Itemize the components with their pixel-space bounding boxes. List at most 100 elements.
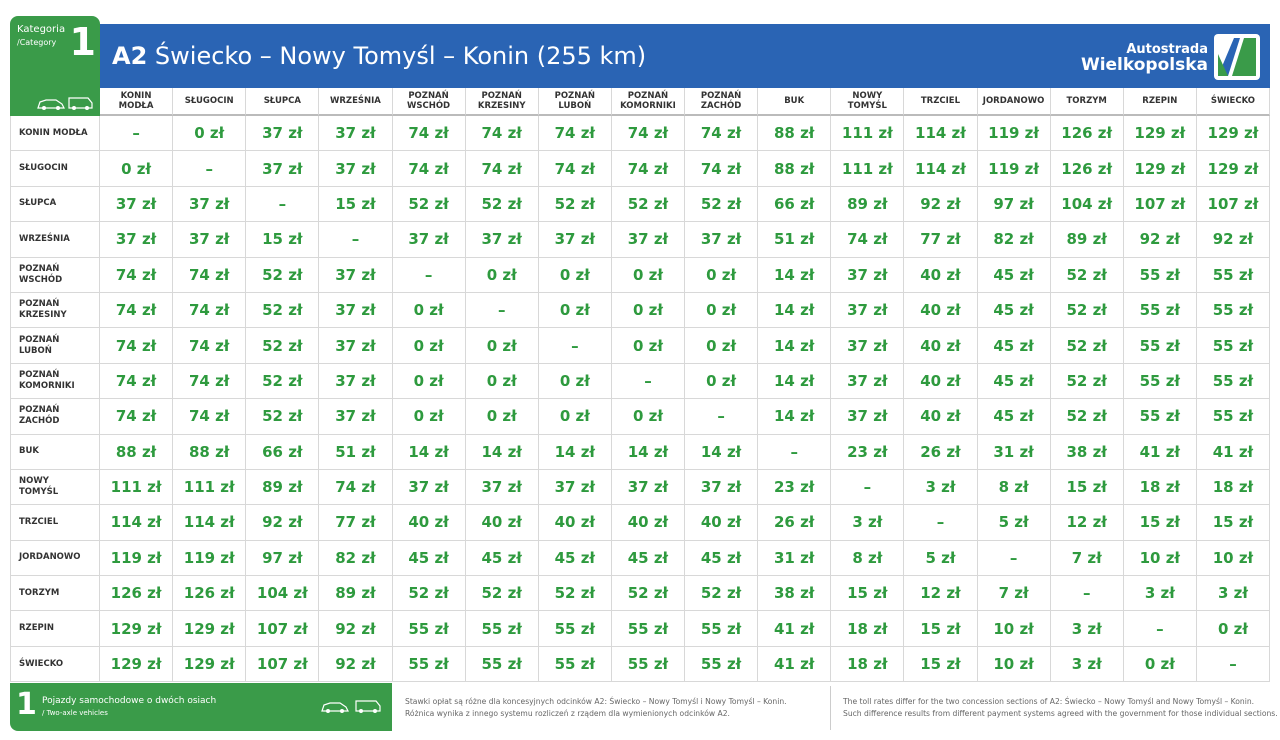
toll-value: 37 zł	[831, 399, 905, 435]
row-label: POZNAŃ KRZESINY	[10, 292, 100, 329]
toll-value: 77 zł	[319, 505, 393, 541]
toll-value: 7 zł	[1050, 540, 1124, 577]
toll-value: 52 zł	[611, 186, 685, 223]
note-line: Stawki opłat są różne dla koncesyjnych o…	[405, 697, 787, 706]
toll-value: 3 zł	[1196, 576, 1270, 612]
toll-value: 114 zł	[904, 151, 978, 187]
toll-value: 40 zł	[904, 363, 978, 400]
toll-value: 40 zł	[611, 505, 685, 541]
toll-value: 97 zł	[977, 186, 1051, 223]
toll-value: 8 zł	[831, 540, 905, 577]
toll-value: 14 zł	[758, 257, 832, 293]
toll-value: 37 zł	[319, 292, 393, 329]
row-label: SŁUGOCIN	[10, 151, 100, 187]
toll-value: 74 zł	[173, 328, 247, 364]
toll-value: –	[685, 399, 759, 435]
toll-value: 37 zł	[319, 116, 393, 152]
toll-value: 0 zł	[465, 363, 539, 400]
category-label: Kategoria	[17, 24, 66, 35]
toll-value: 55 zł	[538, 646, 612, 683]
toll-value: 74 zł	[100, 257, 174, 293]
toll-value: 66 zł	[758, 186, 832, 223]
toll-value: 40 zł	[465, 505, 539, 541]
toll-value: 89 zł	[831, 186, 905, 223]
toll-value: 45 zł	[392, 540, 466, 577]
toll-value: 74 zł	[173, 292, 247, 329]
toll-value: 52 zł	[465, 186, 539, 223]
vehicle-icons	[37, 97, 93, 110]
toll-value: 37 zł	[831, 363, 905, 400]
toll-value: 126 zł	[1050, 151, 1124, 187]
toll-value: 114 zł	[173, 505, 247, 541]
toll-value: 52 zł	[538, 186, 612, 223]
toll-value: 26 zł	[758, 505, 832, 541]
toll-value: 129 zł	[173, 646, 247, 683]
toll-value: 40 zł	[538, 505, 612, 541]
toll-value: 114 zł	[904, 116, 978, 152]
toll-value: 0 zł	[611, 257, 685, 293]
toll-value: 23 zł	[758, 469, 832, 506]
footer-number: 1	[16, 687, 37, 722]
category-label-en: /Category	[17, 38, 57, 47]
toll-value: 3 zł	[904, 469, 978, 506]
row-label: BUK	[10, 434, 100, 470]
toll-value: 111 zł	[173, 469, 247, 506]
divider	[830, 686, 831, 730]
column-header: POZNAŃ LUBOŃ	[538, 88, 612, 116]
toll-value: 55 zł	[685, 611, 759, 647]
row-label: POZNAŃ LUBOŃ	[10, 328, 100, 364]
toll-value: 14 zł	[611, 434, 685, 470]
toll-value: 55 zł	[1196, 257, 1270, 293]
toll-value: 0 zł	[465, 399, 539, 435]
toll-value: 3 zł	[1123, 576, 1197, 612]
toll-value: 5 zł	[904, 540, 978, 577]
toll-value: 18 zł	[831, 611, 905, 647]
toll-value: 129 zł	[1123, 151, 1197, 187]
toll-value: 74 zł	[319, 469, 393, 506]
toll-value: 74 zł	[611, 116, 685, 152]
toll-value: 15 zł	[831, 576, 905, 612]
toll-value: 0 zł	[392, 292, 466, 329]
toll-value: 88 zł	[100, 434, 174, 470]
footer-vehicle-en: / Two-axle vehicles	[42, 709, 108, 717]
toll-value: 10 zł	[1123, 540, 1197, 577]
toll-value: 52 zł	[1050, 399, 1124, 435]
toll-value: 40 zł	[904, 292, 978, 329]
column-header: SŁUPCA	[246, 88, 320, 116]
toll-value: 15 zł	[246, 222, 320, 258]
toll-value: 51 zł	[319, 434, 393, 470]
toll-value: 55 zł	[1123, 257, 1197, 293]
toll-value: 0 zł	[685, 292, 759, 329]
toll-value: 37 zł	[611, 469, 685, 506]
toll-value: 92 zł	[1123, 222, 1197, 258]
toll-value: –	[1050, 576, 1124, 612]
toll-value: 0 zł	[685, 257, 759, 293]
toll-value: 45 zł	[977, 257, 1051, 293]
toll-value: 10 zł	[977, 611, 1051, 647]
toll-value: 37 zł	[611, 222, 685, 258]
toll-value: 52 zł	[246, 399, 320, 435]
logo-icon	[1214, 34, 1260, 80]
logo-top: Autostrada	[1126, 42, 1208, 57]
toll-value: 114 zł	[100, 505, 174, 541]
toll-value: 14 zł	[758, 399, 832, 435]
toll-value: 52 zł	[246, 257, 320, 293]
logo-bottom: Wielkopolska	[1080, 55, 1208, 75]
row-label: POZNAŃ ZACHÓD	[10, 399, 100, 435]
toll-value: 52 zł	[246, 292, 320, 329]
column-header: JORDANOWO	[977, 88, 1051, 116]
column-header: TORZYM	[1050, 88, 1124, 116]
toll-value: 37 zł	[392, 222, 466, 258]
toll-value: 14 zł	[392, 434, 466, 470]
toll-value: –	[904, 505, 978, 541]
toll-value: 37 zł	[319, 257, 393, 293]
toll-value: 0 zł	[538, 399, 612, 435]
toll-value: 52 zł	[685, 186, 759, 223]
toll-value: 92 zł	[246, 505, 320, 541]
toll-value: –	[758, 434, 832, 470]
row-label: WRZEŚNIA	[10, 222, 100, 258]
toll-value: 14 zł	[758, 328, 832, 364]
toll-value: 92 zł	[319, 646, 393, 683]
toll-value: 92 zł	[319, 611, 393, 647]
